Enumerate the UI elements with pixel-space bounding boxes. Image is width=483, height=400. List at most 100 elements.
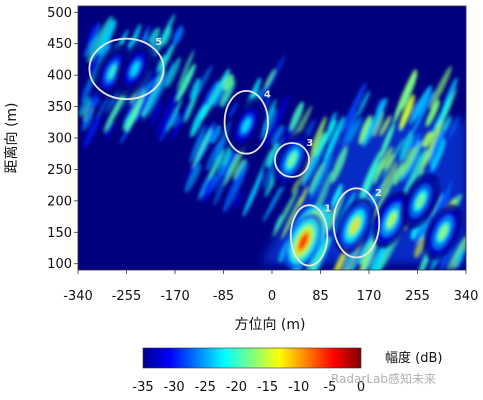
sidelobe-streak [234,191,243,209]
sidelobe-streak [104,121,115,139]
watermark-text: RadarLab感知未来 [331,371,436,386]
sidelobe-streak [379,123,395,159]
sidelobe-streak [413,214,432,245]
sidelobe-streak [399,94,415,130]
colorbar [142,347,362,369]
sidelobe-streak [365,244,385,270]
sidelobe-streak [328,191,345,232]
x-axis-ticks: -340 -255 -170 -85 0 85 170 255 340 [63,270,478,304]
scatterer-level [387,212,397,228]
sidelobe-streak [379,161,398,198]
colorbar-tick-label: -30 [163,380,184,395]
sidelobe-streak [414,235,427,258]
sidelobe-streak [263,68,276,90]
sidelobe-streak [170,99,192,141]
sidelobe-streak [403,148,428,197]
sidelobe-streak [400,139,420,177]
sidelobe-streak [87,16,113,63]
sidelobe-streak [384,154,395,171]
sidelobe-streak [81,110,94,131]
scatterer [401,172,440,229]
scatterer [284,213,323,270]
sidelobe-streak [242,170,264,217]
x-tick-label: 0 [268,289,276,304]
colorbar-tick-label: -10 [288,380,309,395]
sidelobe-streak [201,68,230,121]
y-tick-label: 500 [47,6,72,21]
y-axis-title: 距离向 (m) [3,102,20,173]
sidelobe-streak [358,115,372,145]
annotation-ellipse-4 [223,90,269,155]
sidelobe-streak [271,124,285,146]
sidelobe-streak [455,247,465,269]
sidelobe-streak [429,128,446,166]
scatterer-level [438,224,448,240]
sidelobe-streak [422,131,434,148]
colorbar-tick-label: 0 [357,380,365,395]
sidelobe-streak [190,104,207,138]
sidelobe-streak [161,26,172,47]
annotation-ellipse-3 [273,142,310,178]
sidelobe-streak [403,154,420,192]
scatterer-level [350,218,360,234]
sidelobe-streak [176,63,196,102]
scatterer [115,40,155,97]
colorbar-tick-label: -20 [226,380,247,395]
sidelobe-streak [410,133,421,149]
sidelobe-streak [399,130,414,163]
sidelobe-streak [448,116,460,140]
annotation-layer: 1 2 3 4 5 [88,37,382,267]
sidelobe-streak [122,111,133,131]
sidelobe-streak [304,236,331,270]
x-tick-label: 255 [405,289,430,304]
scatterer-level [107,64,117,80]
sidelobe-streak [147,62,175,117]
sidelobe-streak [189,77,201,101]
sidelobe-streak [213,168,229,206]
colorbar-tick-label: -35 [132,380,153,395]
sidelobe-streak [321,119,337,147]
y-axis-ticks: 100 150 200 250 300 350 400 450 500 [47,6,78,272]
sidelobe-streak [435,93,453,129]
sidelobe-streak [289,101,304,131]
annotation-label-1: 1 [324,204,331,215]
x-tick-label: -85 [213,289,234,304]
sidelobe-streak [223,160,249,213]
sidelobe-streak [170,111,180,128]
x-tick-label: 85 [312,289,329,304]
sidelobe-streak [308,161,326,195]
sidelobe-streak [136,69,160,123]
sidelobe-streak [346,116,362,146]
sidelobe-streak [393,162,404,186]
sidelobe-streak [410,90,436,136]
annotation-ellipse-1 [289,204,329,267]
sidelobe-streak [189,124,206,164]
sidelobe-streak [373,158,385,185]
sidelobe-streak [172,26,184,45]
scatterer [423,204,463,261]
sidelobe-streak [409,85,432,125]
sidelobe-streak [361,150,381,198]
x-tick-label: -255 [112,289,142,304]
x-tick-label: 340 [454,289,479,304]
scatterer-level [241,118,251,133]
sidelobe-streak [272,188,299,237]
sidelobe-streak [330,145,348,184]
annotation-label-3: 3 [306,138,313,149]
sidelobe-streak [202,175,215,203]
sidelobe-streak [372,111,385,138]
sidelobe-streak [342,246,358,270]
sidelobe-streak [432,121,443,137]
sidelobe-streak [362,97,388,148]
scatterer-level [130,61,140,77]
sidelobe-streak [446,236,466,270]
annotation-label-4: 4 [264,90,271,101]
sidelobe-streak [176,49,195,91]
colorbar-ticks: -35 -30 -25 -20 -15 -10 -5 0 [132,380,365,395]
sidelobe-streak [86,21,100,44]
scatterer-level [299,234,308,250]
sidelobe-streak [222,74,234,91]
annotation-label-2: 2 [375,188,382,199]
annotation-label-5: 5 [155,37,162,48]
sidelobe-streak [219,79,236,107]
